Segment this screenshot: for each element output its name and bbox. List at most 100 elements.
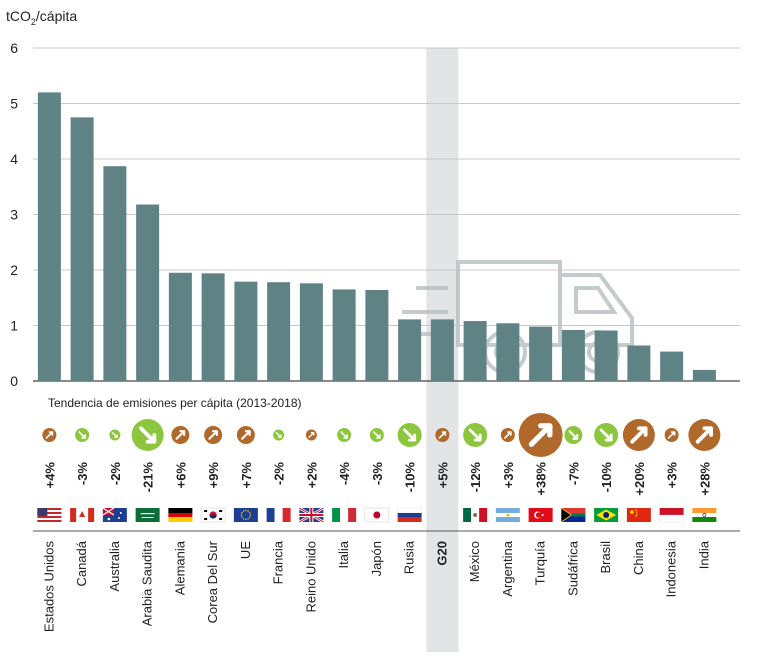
flag-de-icon [168,508,193,522]
trend-up-icon [622,419,655,451]
flag-cn-icon [626,508,651,522]
bar-alemania [168,272,192,381]
trend-arrow [45,431,54,439]
category-label-italia: Italia [336,540,351,568]
category-label-corea-del-sur: Corea Del Sur [205,540,220,623]
trend-label: +4% [42,462,57,489]
trend-arrow [138,426,157,444]
trend-down-icon [564,426,583,444]
trend-up-icon [305,429,317,441]
bars [37,92,716,382]
bar-china [627,345,651,381]
bar-canada [70,117,94,381]
bar-turquia [529,326,553,381]
bar-mexico [463,321,487,381]
flag-au-icon [102,507,127,522]
bar-japon [365,289,389,381]
trend-label: -7% [566,462,581,486]
y-tick-label: 4 [10,151,18,167]
trend-arrow [504,431,512,439]
trend-up-icon [664,428,679,442]
y-tick-label: 5 [10,96,18,112]
trend-arrow [667,431,676,439]
trend-down-icon [594,423,619,447]
trend-arrow [468,428,482,442]
category-label-china: China [631,540,646,575]
trend-down-icon [369,428,384,442]
trend-label: -3% [75,462,90,486]
flag-kr-icon [200,507,226,523]
flag-br-icon [594,508,619,522]
flag-ru-icon [397,507,422,522]
trend-down-icon [75,428,90,442]
category-label-argentina: Argentina [500,540,515,596]
trend-label: -2% [108,462,123,486]
trend-down-icon [397,423,422,447]
category-label-canada: Canadá [74,540,89,586]
trend-label: -3% [370,462,385,486]
trend-arrow [438,431,447,439]
category-label-sudafrica: Sudáfrica [565,540,580,596]
flag-za-icon [561,507,586,523]
category-label-g20: G20 [434,541,449,566]
bar-estados-unidos [37,92,61,382]
bar-argentina [496,323,520,381]
flag-gb-icon [298,506,325,524]
trend-up-icon [435,428,450,442]
trend-label: -21% [141,462,156,493]
flag-fr-icon [266,508,291,522]
y-tick-label: 2 [10,262,18,278]
category-label-arabia-saudita: Arabia Saudita [140,540,155,626]
y-tick-label: 0 [10,373,18,389]
trend-up-icon [204,426,223,444]
bar-australia [103,166,127,381]
trend-label: +3% [665,462,680,489]
trend-arrow [308,431,315,439]
flag-mx-icon [463,508,488,522]
flags [33,506,740,532]
category-label-turquia: Turquía [533,540,548,585]
y-tick-label: 6 [10,40,18,56]
flag-id-icon [659,508,684,523]
trend-arrow [175,430,186,440]
bar-reino-unido [299,283,323,381]
trend-label: +2% [304,462,319,489]
trend-label: +38% [534,462,549,496]
trend-down-icon [337,428,352,442]
category-label-francia: Francia [271,540,286,584]
category-label-australia: Australia [107,540,122,591]
bar-indonesia [660,351,684,381]
category-label-rusia: Rusia [402,540,417,574]
y-axis-ticks: 0 1 2 3 4 5 6 [10,40,18,389]
flag-ar-icon [495,508,520,522]
trend-arrow [568,430,579,440]
bar-rusia [398,319,422,381]
trend-label: -2% [272,462,287,486]
trend-icons [42,413,721,457]
flag-sa-icon [135,508,160,522]
trend-arrow [275,431,282,439]
category-label-india: India [696,540,711,569]
trend-arrow [403,428,417,442]
trend-down-icon [273,429,285,441]
trend-label: -10% [403,462,418,493]
trend-label: +7% [239,462,254,489]
trend-up-icon [500,428,515,442]
bar-brasil [594,330,618,381]
trend-label: -12% [468,462,483,493]
trend-up-icon [518,413,563,457]
flag-ca-icon [70,508,95,522]
flag-in-icon [692,508,717,522]
trend-down-icon [131,419,164,451]
bar-g20 [430,319,454,381]
trend-arrow [111,431,118,439]
trend-label: +28% [697,462,712,496]
trend-arrow [78,431,86,439]
trend-arrow [340,431,348,439]
trend-label: +9% [206,462,221,489]
trend-arrow [630,426,648,444]
category-label-japon: Japón [369,541,384,576]
trend-label: -4% [337,462,352,486]
category-labels: Estados Unidos Canadá Australia Arabia Saud… [41,540,711,632]
